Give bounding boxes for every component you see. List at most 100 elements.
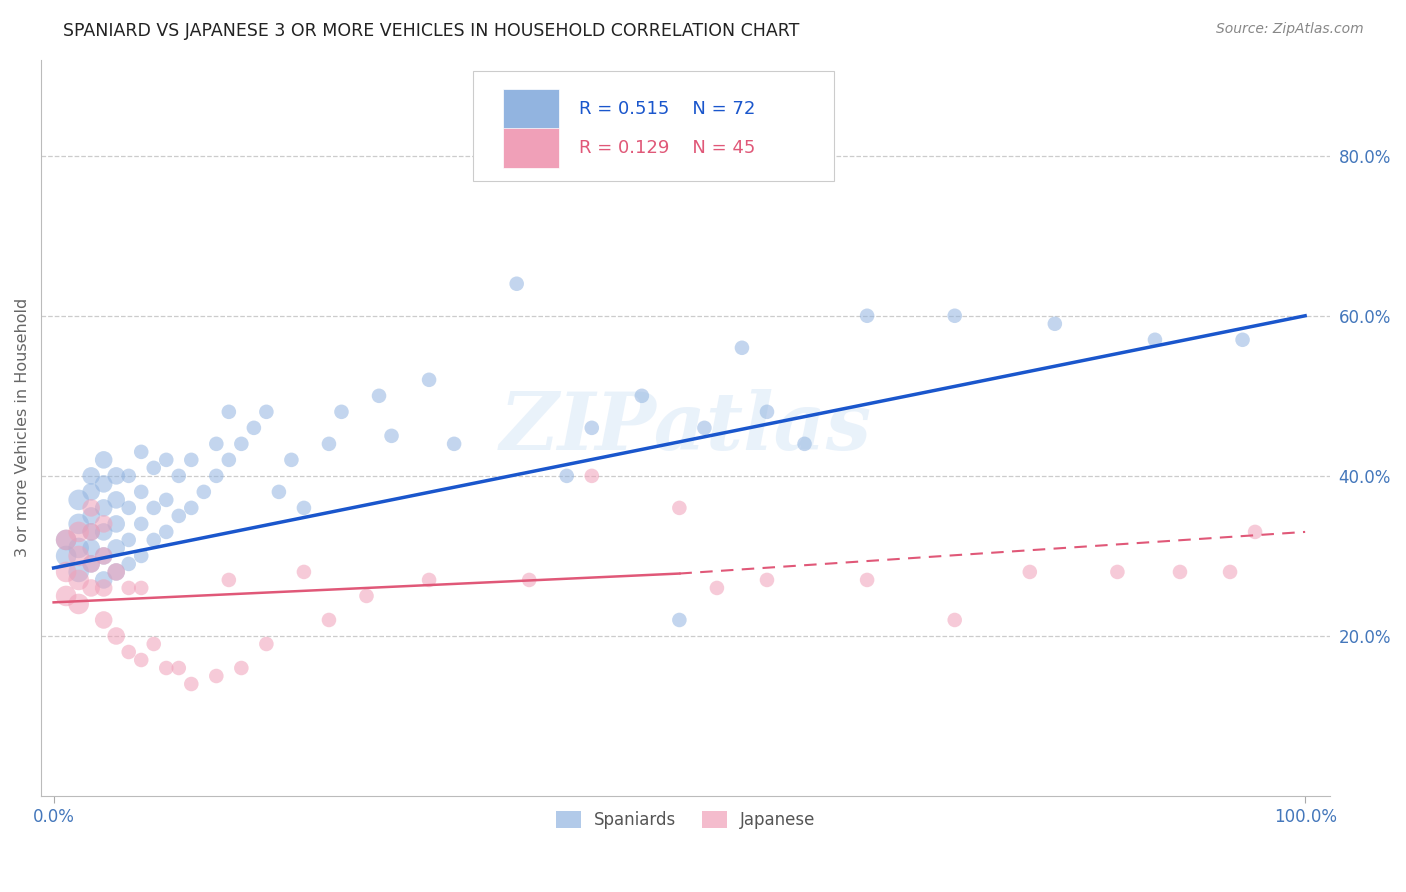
Point — [129, 445, 152, 459]
Point — [356, 589, 378, 603]
Point — [105, 468, 128, 483]
Point — [856, 573, 879, 587]
Point — [118, 468, 141, 483]
Point — [368, 389, 391, 403]
Point — [93, 613, 115, 627]
Point — [93, 573, 115, 587]
Text: R = 0.129    N = 45: R = 0.129 N = 45 — [579, 139, 755, 157]
Point — [943, 309, 966, 323]
Point — [80, 508, 103, 523]
Point — [1244, 524, 1267, 539]
Point — [155, 524, 177, 539]
Point — [80, 581, 103, 595]
Point — [205, 437, 228, 451]
Point — [443, 437, 465, 451]
Point — [180, 677, 202, 691]
Point — [93, 549, 115, 563]
Point — [856, 309, 879, 323]
Point — [1107, 565, 1129, 579]
Point — [129, 653, 152, 667]
Point — [731, 341, 754, 355]
Point — [129, 484, 152, 499]
Point — [167, 661, 190, 675]
Point — [55, 565, 77, 579]
Point — [55, 549, 77, 563]
Text: Source: ZipAtlas.com: Source: ZipAtlas.com — [1216, 22, 1364, 37]
Point — [581, 468, 603, 483]
Point — [55, 589, 77, 603]
Point — [80, 468, 103, 483]
Point — [793, 437, 815, 451]
Text: SPANIARD VS JAPANESE 3 OR MORE VEHICLES IN HOUSEHOLD CORRELATION CHART: SPANIARD VS JAPANESE 3 OR MORE VEHICLES … — [63, 22, 800, 40]
Point — [67, 524, 90, 539]
Point — [943, 613, 966, 627]
Point — [93, 549, 115, 563]
Point — [756, 573, 779, 587]
Point — [1043, 317, 1066, 331]
Point — [80, 557, 103, 571]
Point — [129, 516, 152, 531]
Point — [80, 557, 103, 571]
Point — [67, 541, 90, 555]
Point — [630, 389, 652, 403]
Point — [142, 637, 165, 651]
Point — [105, 516, 128, 531]
Point — [418, 373, 440, 387]
Point — [254, 405, 277, 419]
Point — [668, 500, 690, 515]
Point — [67, 573, 90, 587]
Point — [167, 468, 190, 483]
Point — [1168, 565, 1191, 579]
Point — [155, 661, 177, 675]
Point — [67, 565, 90, 579]
Point — [267, 484, 290, 499]
Point — [55, 533, 77, 547]
Point — [231, 661, 253, 675]
Point — [218, 453, 240, 467]
Point — [118, 500, 141, 515]
Point — [706, 581, 728, 595]
Point — [93, 524, 115, 539]
Point — [80, 524, 103, 539]
Point — [105, 492, 128, 507]
Point — [581, 421, 603, 435]
Text: ZIPatlas: ZIPatlas — [499, 389, 872, 467]
Point — [105, 565, 128, 579]
Point — [142, 500, 165, 515]
Point — [142, 461, 165, 475]
Point — [280, 453, 302, 467]
Point — [318, 613, 340, 627]
Point — [155, 492, 177, 507]
Point — [118, 581, 141, 595]
Point — [129, 549, 152, 563]
Point — [193, 484, 215, 499]
Point — [756, 405, 779, 419]
Point — [93, 500, 115, 515]
Point — [105, 629, 128, 643]
Point — [118, 557, 141, 571]
Point — [318, 437, 340, 451]
Point — [105, 565, 128, 579]
Legend: Spaniards, Japanese: Spaniards, Japanese — [550, 804, 823, 836]
Point — [55, 533, 77, 547]
Point — [231, 437, 253, 451]
Point — [80, 541, 103, 555]
Point — [67, 597, 90, 611]
Point — [67, 492, 90, 507]
Text: R = 0.515    N = 72: R = 0.515 N = 72 — [579, 100, 755, 118]
Point — [555, 468, 578, 483]
Point — [205, 669, 228, 683]
Point — [129, 581, 152, 595]
Y-axis label: 3 or more Vehicles in Household: 3 or more Vehicles in Household — [15, 298, 30, 558]
Point — [243, 421, 266, 435]
Point — [93, 476, 115, 491]
Point — [1018, 565, 1040, 579]
Point — [93, 453, 115, 467]
Point — [1219, 565, 1241, 579]
Point — [380, 429, 402, 443]
Point — [292, 565, 315, 579]
Point — [180, 453, 202, 467]
Point — [80, 524, 103, 539]
Point — [80, 484, 103, 499]
Point — [155, 453, 177, 467]
